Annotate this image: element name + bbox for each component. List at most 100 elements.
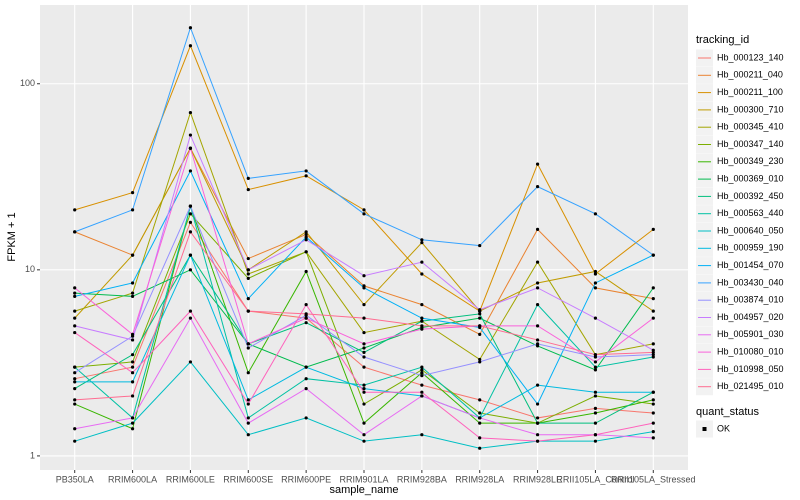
y-tick-label: 100 [20,78,35,88]
point [535,439,540,443]
point [188,212,193,216]
point [73,286,77,290]
legend-label: Hb_000211_040 [717,70,783,80]
point [535,260,540,264]
point [593,411,598,415]
legend-label: Hb_000369_010 [717,173,784,183]
point [593,316,598,320]
point [73,377,77,381]
point [188,268,193,272]
legend-label: Hb_003430_040 [717,277,784,287]
point [535,286,540,290]
point [73,402,77,406]
legend-label: Hb_001454_070 [717,260,784,270]
point [651,286,655,290]
point [130,191,135,195]
legend-label: Hb_000123_140 [717,52,784,62]
point [188,230,193,234]
point [130,253,135,257]
point [593,353,598,357]
point [304,321,308,325]
point [188,133,193,137]
point [478,360,482,364]
point [478,411,482,415]
point [593,390,598,394]
point [362,346,366,350]
point [188,110,193,115]
point [304,312,308,316]
point [651,402,655,406]
point [420,433,424,437]
point [651,411,655,415]
point [246,416,250,420]
point [188,220,193,224]
point [246,176,250,181]
point [535,416,540,420]
point [304,316,308,320]
point [73,294,77,298]
point [593,281,598,285]
point [362,402,366,406]
point [246,402,250,406]
point [651,430,655,434]
point [478,446,482,450]
point [73,427,77,431]
point [130,427,135,431]
point [593,368,598,372]
x-tick-label: RRIM928LE [513,474,562,484]
point [478,312,482,316]
point [73,291,77,295]
legend-label: Hb_010998_050 [717,364,784,374]
point [362,390,366,394]
point [478,416,482,420]
point [246,346,250,350]
point [593,272,598,276]
point [362,439,366,443]
legend-shape [702,427,707,431]
point [535,162,540,166]
point [130,365,135,369]
point [651,348,655,352]
point [535,281,540,285]
point [420,303,424,307]
x-tick-label: RRIM928BA [397,474,447,484]
legend-title: tracking_id [696,34,749,46]
point [130,371,135,375]
point [362,330,366,335]
point [188,204,193,208]
x-tick-label: RRII105LA_Control [556,474,634,484]
point [188,316,193,320]
point [420,319,424,323]
point [246,256,250,261]
legend-label: Hb_000563_440 [717,208,784,218]
point [478,436,482,440]
point [304,269,308,274]
point [593,286,598,290]
point [420,272,424,276]
y-tick-label: 1 [30,450,35,460]
point [651,342,655,346]
point [420,316,424,320]
point [304,235,308,239]
point [73,309,77,313]
point [73,387,77,391]
point [304,416,308,420]
point [246,309,250,313]
point [246,272,250,276]
point [535,185,540,189]
point [420,390,424,394]
point [73,380,77,384]
point [130,421,135,425]
point [304,377,308,381]
point [246,187,250,192]
point [304,303,308,307]
legend-label: Hb_000345_410 [717,122,784,132]
point [420,394,424,398]
legend-label: Hb_010080_010 [717,346,784,356]
x-tick-label: RRIM928LA [455,474,504,484]
point [362,212,366,216]
shape-legend-title: quant_status [696,406,759,418]
point [362,421,366,425]
legend-label: Hb_005901_030 [717,329,784,339]
point [130,416,135,420]
